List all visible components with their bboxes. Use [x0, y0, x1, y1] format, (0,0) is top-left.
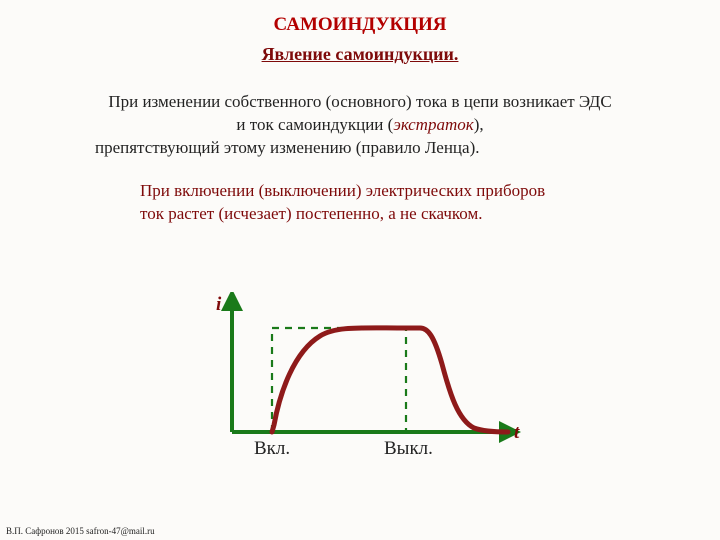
- term-extratok: экстраток: [393, 115, 473, 134]
- paragraph-1-line-2: препятствующий этому изменению (правило …: [95, 137, 655, 160]
- paragraph-2: При включении (выключении) электрических…: [140, 180, 640, 226]
- page-title: САМОИНДУКЦИЯ: [0, 0, 720, 36]
- paragraph-1-line-1: При изменении собственного (основного) т…: [60, 91, 660, 137]
- para1-text-a: При изменении собственного (основного) т…: [108, 92, 611, 111]
- chart-container: i t Вкл. Выкл.: [210, 292, 530, 482]
- label-off: Выкл.: [384, 438, 433, 460]
- para1-text-b-pre: и ток самоиндукции (: [236, 115, 393, 134]
- axis-label-i: i: [216, 294, 221, 316]
- para2-line2: ток растет (исчезает) постепенно, а не с…: [140, 204, 482, 223]
- footer-credit: В.П. Сафронов 2015 safron-47@mail.ru: [6, 526, 155, 536]
- subtitle: Явление самоиндукции.: [0, 44, 720, 65]
- para1-text-b-post: ),: [474, 115, 484, 134]
- chart-svg: [210, 292, 530, 462]
- axis-label-t: t: [514, 422, 519, 444]
- label-on: Вкл.: [254, 438, 290, 460]
- para2-line1: При включении (выключении) электрических…: [140, 181, 545, 200]
